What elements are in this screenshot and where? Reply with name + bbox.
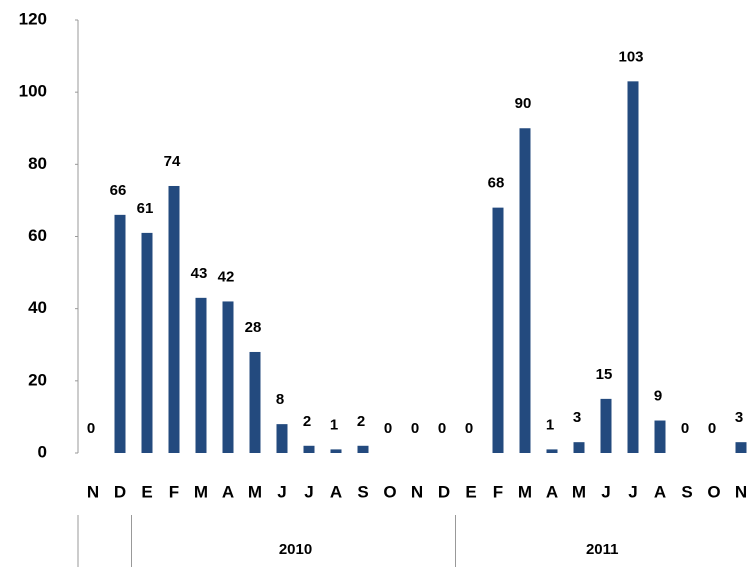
x-tick-label: J [628, 482, 637, 501]
bar [249, 351, 261, 453]
value-label: 0 [708, 420, 716, 437]
bar [222, 301, 234, 453]
value-label: 66 [110, 182, 127, 199]
y-tick-label: 60 [28, 226, 47, 245]
value-label: 1 [330, 416, 338, 433]
value-label: 103 [618, 48, 643, 65]
x-tick-label: J [304, 482, 313, 501]
x-tick-label: N [87, 482, 99, 501]
x-tick-label: N [411, 482, 423, 501]
bar [195, 297, 207, 453]
x-tick-label: O [707, 482, 720, 501]
value-label: 2 [303, 413, 311, 430]
bar [492, 207, 504, 453]
bar [303, 445, 315, 453]
x-tick-label: M [572, 482, 586, 501]
value-label: 43 [191, 265, 208, 282]
value-label: 9 [654, 387, 662, 404]
y-tick-label: 40 [28, 298, 47, 317]
y-tick-label: 120 [19, 9, 47, 28]
y-tick-label: 80 [28, 154, 47, 173]
x-tick-label: N [735, 482, 747, 501]
bar [600, 398, 612, 453]
value-label: 74 [164, 153, 181, 170]
value-label: 0 [87, 420, 95, 437]
x-tick-label: E [141, 482, 152, 501]
bar [330, 449, 342, 453]
group-label: 2010 [279, 541, 312, 558]
x-tick-label: S [357, 482, 368, 501]
value-label: 0 [411, 420, 419, 437]
value-label: 0 [438, 420, 446, 437]
value-label: 42 [218, 268, 235, 285]
bar [627, 81, 639, 453]
x-tick-label: O [383, 482, 396, 501]
value-label: 3 [573, 409, 581, 426]
x-tick-label: M [194, 482, 208, 501]
x-tick-label: F [169, 482, 179, 501]
bar [168, 185, 180, 453]
bar [141, 232, 153, 453]
bar [357, 445, 369, 453]
x-tick-label: A [654, 482, 666, 501]
value-label: 3 [735, 409, 743, 426]
bar [114, 214, 126, 453]
x-tick-label: M [248, 482, 262, 501]
value-label: 28 [245, 319, 262, 336]
x-tick-label: A [330, 482, 342, 501]
value-label: 0 [465, 420, 473, 437]
x-tick-label: F [493, 482, 503, 501]
x-tick-label: M [518, 482, 532, 501]
x-tick-label: D [114, 482, 126, 501]
x-tick-label: E [465, 482, 476, 501]
value-label: 61 [137, 200, 154, 217]
bar [573, 442, 585, 453]
bar [654, 420, 666, 453]
value-label: 0 [681, 420, 689, 437]
bar [735, 442, 747, 453]
x-tick-label: S [681, 482, 692, 501]
value-label: 15 [596, 366, 613, 383]
x-tick-label: A [222, 482, 234, 501]
value-label: 8 [276, 391, 284, 408]
bar [276, 424, 288, 453]
value-label: 0 [384, 420, 392, 437]
y-tick-label: 20 [28, 370, 47, 389]
group-label: 2011 [586, 541, 619, 558]
bar [546, 449, 558, 453]
y-tick-label: 100 [19, 82, 47, 101]
value-label: 90 [515, 95, 532, 112]
x-tick-label: J [277, 482, 286, 501]
value-label: 1 [546, 416, 554, 433]
value-label: 68 [488, 175, 505, 192]
bar [519, 128, 531, 453]
y-tick-label: 0 [38, 442, 47, 461]
x-tick-label: A [546, 482, 558, 501]
x-tick-label: D [438, 482, 450, 501]
value-label: 2 [357, 413, 365, 430]
x-tick-label: J [601, 482, 610, 501]
